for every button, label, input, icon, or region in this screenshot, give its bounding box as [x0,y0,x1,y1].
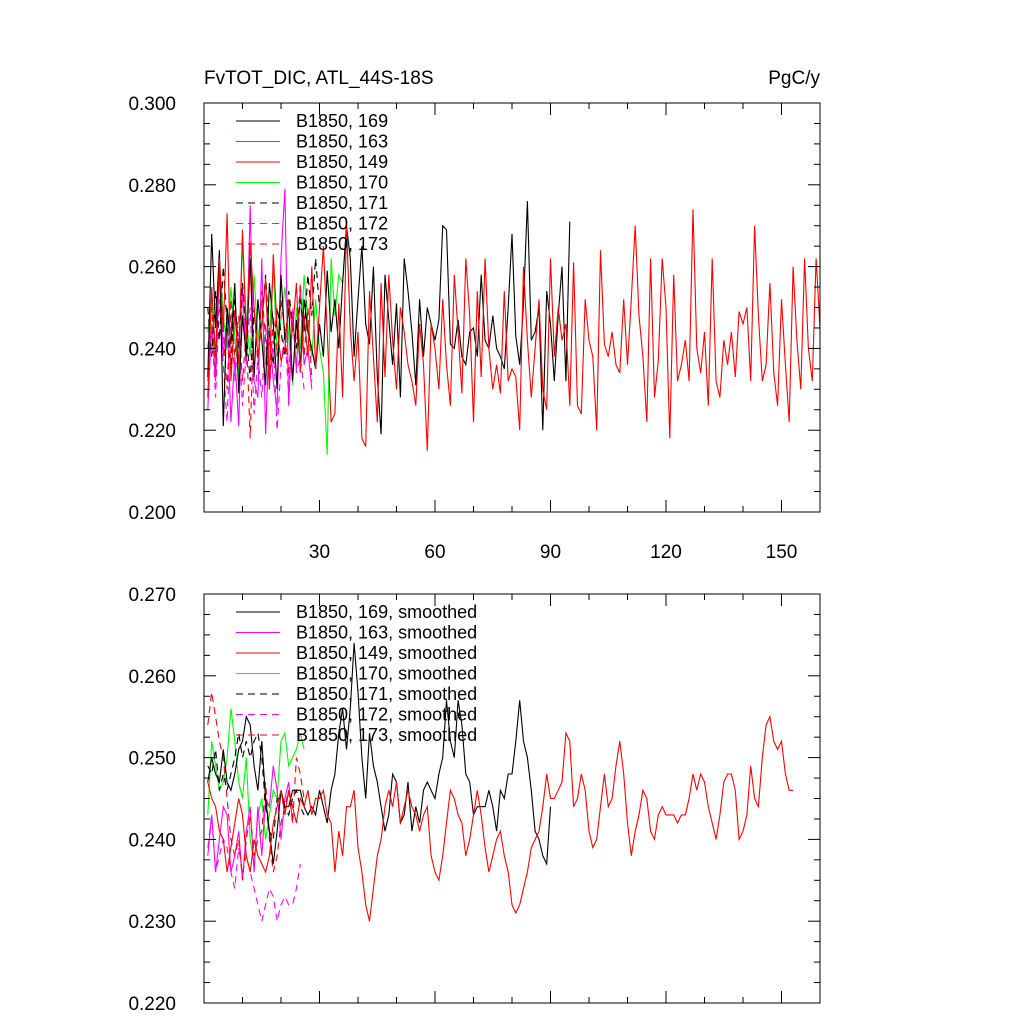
y-tick-label: 0.220 [128,994,176,1015]
legend-label-170: B1850, 170, smoothed [296,664,477,684]
y-tick-label: 0.300 [128,94,176,115]
legend-label-173: B1850, 173, smoothed [296,725,477,745]
series-line-173 [207,692,305,881]
x-tick-label: 150 [766,542,798,563]
legend-label-149: B1850, 149, smoothed [296,643,477,663]
legend-label-170: B1850, 170 [296,173,388,193]
x-tick-label: 30 [309,542,330,563]
y-tick-label: 0.280 [128,176,176,197]
bottom-panel: 0.220 0.230 0.240 0.250 0.260 0.270 B1850, 169… [128,585,821,1015]
x-tick-label: 90 [540,542,561,563]
series-line-169 [207,201,571,435]
legend-label-171: B1850, 171, smoothed [296,684,477,704]
series-line-172 [207,299,305,431]
legend-label-163: B1850, 163, smoothed [296,623,477,643]
legend-label-172: B1850, 172, smoothed [296,705,477,725]
y-tick-label: 0.230 [128,912,176,933]
y-tick-label: 0.220 [128,421,176,442]
top-panel: 0.200 0.220 0.240 0.260 0.280 0.300 30 60 90 120 1… [128,94,821,563]
series-line-163 [207,765,294,881]
series-line-171 [207,731,305,842]
y-tick-label: 0.240 [128,339,176,360]
y-tick-label: 0.200 [128,503,176,524]
y-tick-label: 0.260 [128,258,176,279]
legend-label-149: B1850, 149 [296,152,388,172]
legend-label-172: B1850, 172 [296,214,388,234]
x-tick-label: 60 [424,542,445,563]
y-tick-label: 0.240 [128,830,176,851]
y-tick-label: 0.260 [128,667,176,688]
legend-label-169: B1850, 169, smoothed [296,602,477,622]
series-line-149 [207,209,820,451]
y-tick-label: 0.270 [128,585,176,606]
x-tick-label: 120 [650,542,682,563]
y-tick-label: 0.250 [128,749,176,770]
series-line-149 [207,714,794,922]
legend-label-169: B1850, 169 [296,111,388,131]
units-label: PgC/y [768,68,820,89]
legend-label-173: B1850, 173 [296,234,388,254]
legend-label-171: B1850, 171 [296,193,388,213]
legend-label-163: B1850, 163 [296,132,388,152]
series-line-169 [207,643,552,867]
chart-title: FvTOT_DIC, ATL_44S-18S [204,68,434,89]
